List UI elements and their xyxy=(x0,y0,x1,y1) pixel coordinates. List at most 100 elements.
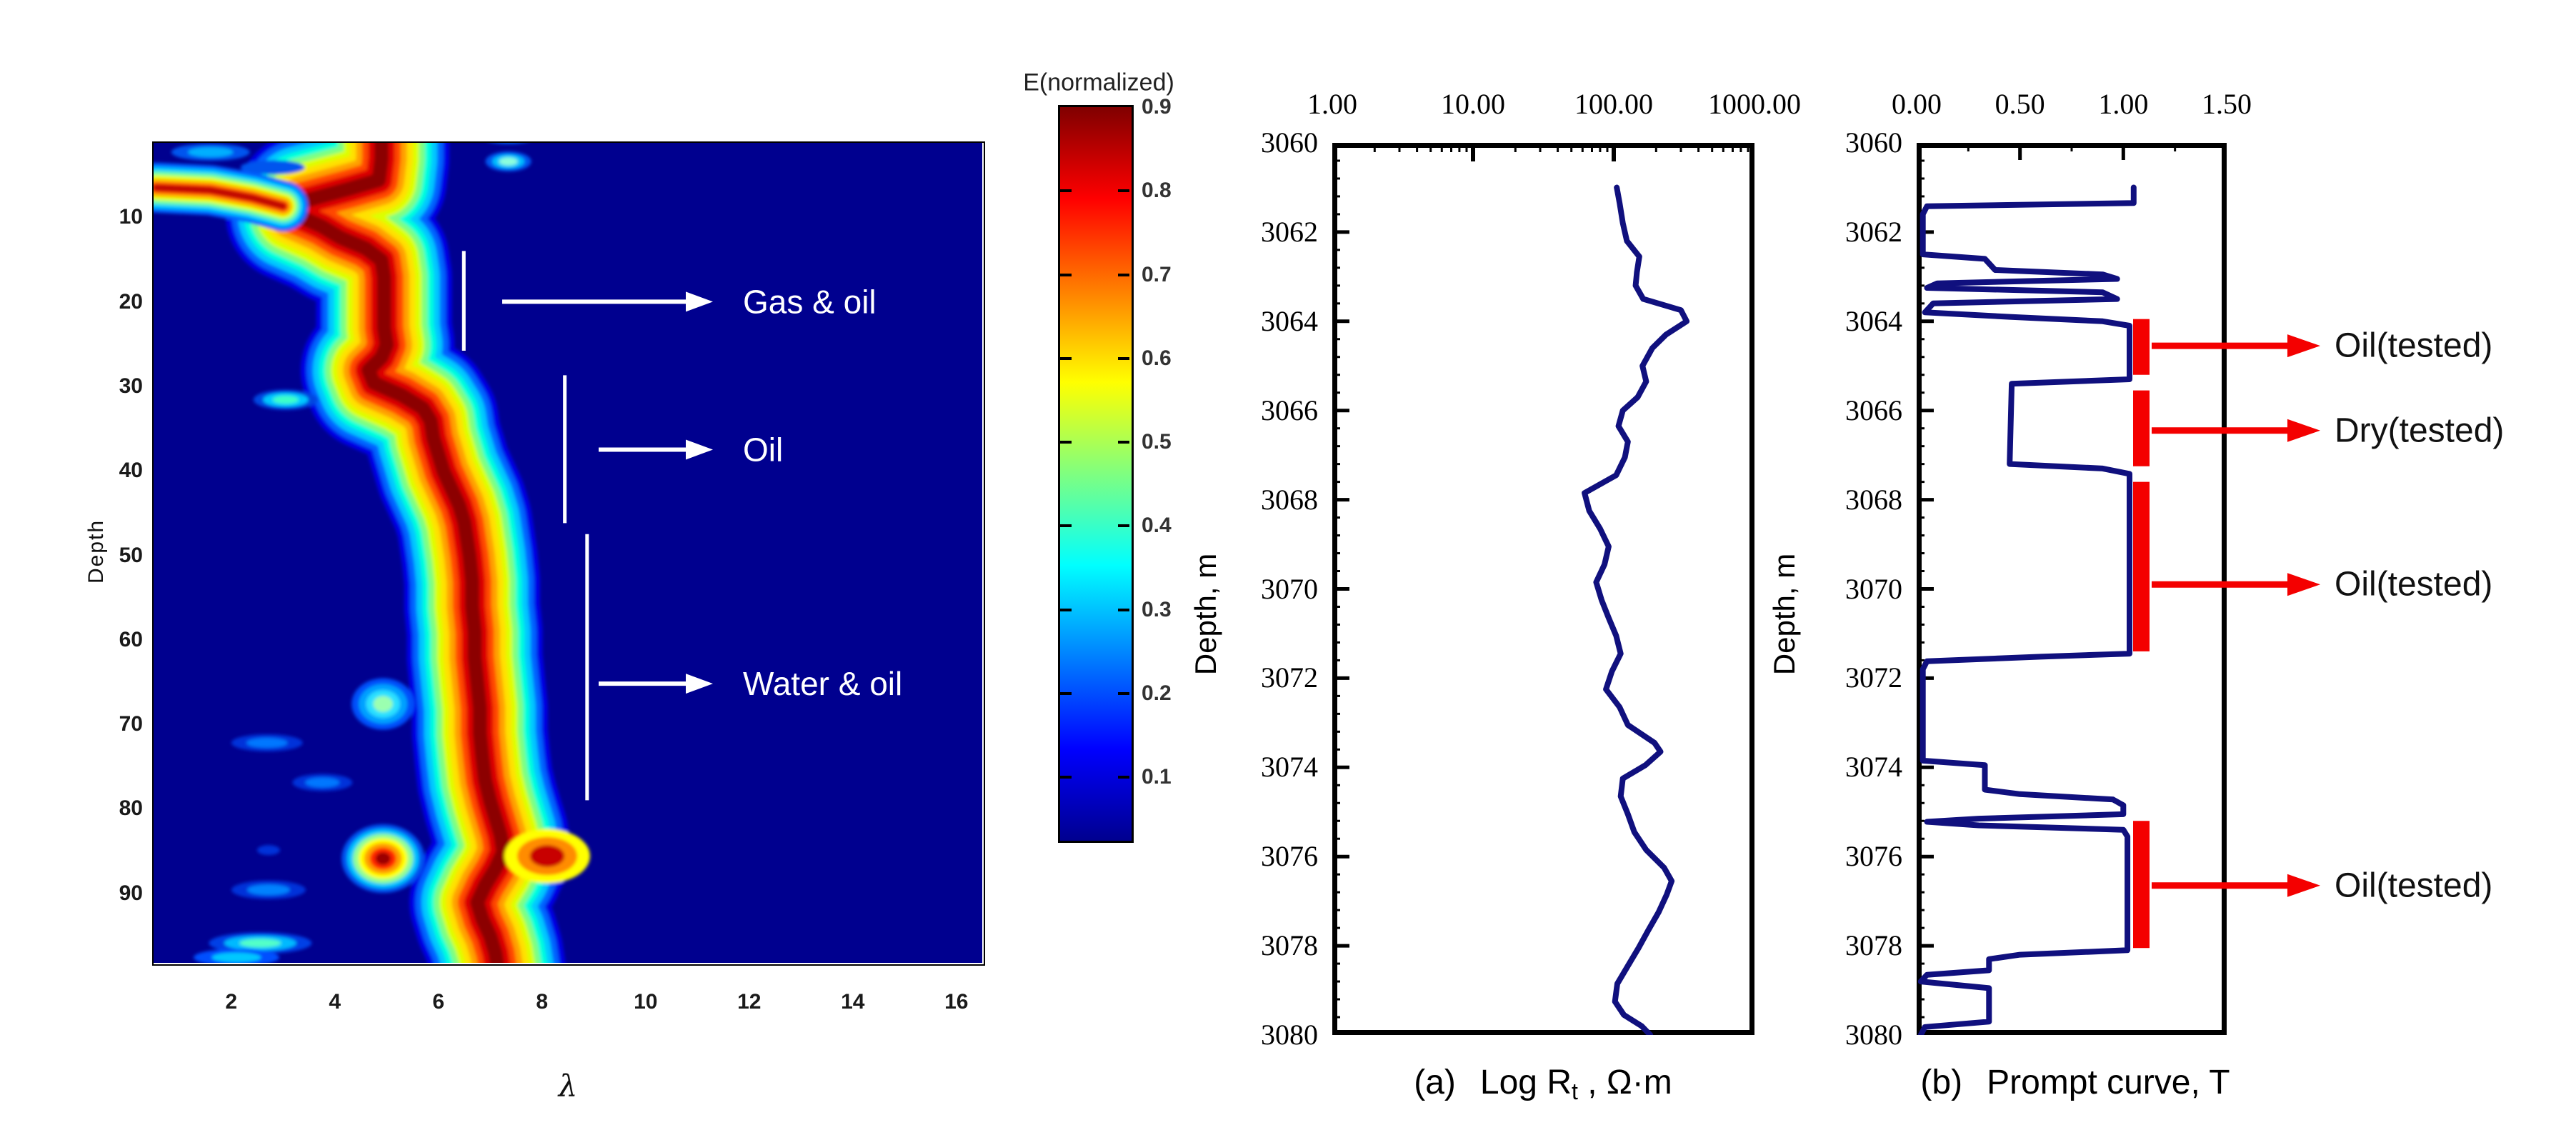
rt-y-tick-label: 3078 xyxy=(1261,929,1318,962)
tested-arrow-head xyxy=(2287,874,2320,897)
prompt-x-tick-label: 0.50 xyxy=(1995,88,2045,120)
colorbar-tick-label: 0.5 xyxy=(1142,430,1172,454)
heatmap-y-tick: 70 xyxy=(119,712,143,736)
prompt-curve-chart xyxy=(1917,143,2177,1035)
colorbar-tick-label: 0.1 xyxy=(1142,765,1172,789)
prompt-y-tick-label: 3066 xyxy=(1845,394,1902,426)
tested-interval-label: Dry(tested) xyxy=(2335,411,2505,450)
colorbar-tick-mark xyxy=(1060,608,1072,611)
heatmap-y-tick: 80 xyxy=(119,796,143,821)
tested-interval-bar xyxy=(2133,319,2150,375)
heatmap-y-tick: 40 xyxy=(119,459,143,483)
colorbar-tick-mark xyxy=(1118,441,1129,444)
prompt-y-tick-label: 3060 xyxy=(1845,126,1902,159)
rt-x-tick-label: 1000.00 xyxy=(1708,88,1801,120)
colorbar-tick-mark xyxy=(1118,524,1129,528)
colorbar-tick-label: 0.7 xyxy=(1142,262,1172,286)
prompt-y-tick-label: 3074 xyxy=(1845,751,1902,784)
rt-y-axis-label: Depth, m xyxy=(1189,553,1222,676)
rt-log-chart xyxy=(1332,143,1754,1035)
heatmap-x-tick: 6 xyxy=(432,990,445,1014)
tested-interval-label: Oil(tested) xyxy=(2335,565,2493,604)
prompt-y-tick-label: 3080 xyxy=(1845,1019,1902,1051)
rt-caption: (a) Log Rt , Ω·m xyxy=(1414,1063,1672,1105)
heatmap-y-tick: 10 xyxy=(119,205,143,229)
rt-plot-border xyxy=(1332,143,1754,1035)
heatmap-y-tick: 30 xyxy=(119,374,143,398)
colorbar-tick-mark xyxy=(1060,776,1072,779)
prompt-caption-index: (b) xyxy=(1920,1064,1963,1101)
tested-arrow-head xyxy=(2287,573,2320,596)
heatmap-contour-bands xyxy=(154,143,590,963)
prompt-y-tick-label: 3078 xyxy=(1845,929,1902,962)
annotation-arrow-head xyxy=(686,291,713,312)
colorbar-tick-mark xyxy=(1118,608,1129,611)
heatmap-annotations: Gas & oil Oil Water & oil xyxy=(461,251,902,801)
prompt-x-tick-label: 0.00 xyxy=(1892,88,1942,120)
colorbar-tick-mark xyxy=(1118,356,1129,360)
prompt-y-tick-label: 3072 xyxy=(1845,661,1902,694)
heatmap-y-tick: 60 xyxy=(119,627,143,651)
rt-x-tick-label: 1.00 xyxy=(1307,88,1357,120)
heatmap-x-tick: 16 xyxy=(944,990,969,1014)
rt-caption-units: , Ω·m xyxy=(1577,1064,1672,1101)
colorbar-tick-mark xyxy=(1060,189,1072,193)
prompt-x-tick-label: 1.00 xyxy=(2098,88,2149,120)
annotation-arrow-head xyxy=(686,674,713,694)
rt-y-tick-label: 3074 xyxy=(1261,751,1318,784)
heatmap-y-axis-label: Depth xyxy=(84,519,108,584)
heatmap-x-tick: 2 xyxy=(225,990,238,1014)
rt-y-tick-label: 3062 xyxy=(1261,215,1318,248)
rt-y-tick-label: 3070 xyxy=(1261,572,1318,605)
colorbar-tick-mark xyxy=(1060,356,1072,360)
rt-y-tick-label: 3066 xyxy=(1261,394,1318,426)
heatmap-x-tick: 12 xyxy=(737,990,762,1014)
annotation-label: Oil xyxy=(743,431,783,468)
colorbar-title: E(normalized) xyxy=(1023,69,1174,96)
colorbar-tick-mark xyxy=(1060,273,1072,276)
rt-x-tick-label: 100.00 xyxy=(1574,88,1653,120)
colorbar-tick-label: 0.9 xyxy=(1142,95,1172,119)
heatmap-x-axis-label: λ xyxy=(558,1068,578,1104)
rt-y-tick-label: 3060 xyxy=(1261,126,1318,159)
colorbar-tick-label: 0.8 xyxy=(1142,179,1172,203)
heatmap-x-tick: 8 xyxy=(536,990,549,1014)
tested-arrow-head xyxy=(2287,419,2320,442)
prompt-y-tick-label: 3062 xyxy=(1845,215,1902,248)
tested-interval-bar xyxy=(2133,390,2150,466)
heatmap-y-tick: 90 xyxy=(119,881,143,905)
annotation-label: Gas & oil xyxy=(743,283,877,320)
rt-curve xyxy=(1582,184,1690,1035)
colorbar-tick-mark xyxy=(1118,189,1129,193)
tested-interval-bar xyxy=(2133,821,2150,949)
rt-caption-text: Log R xyxy=(1479,1064,1572,1101)
prompt-curve xyxy=(1917,184,2137,1035)
colorbar-tick-label: 0.4 xyxy=(1142,514,1172,538)
prompt-caption: (b) Prompt curve, T xyxy=(1920,1063,2230,1102)
colorbar-tick-label: 0.3 xyxy=(1142,597,1172,621)
lambda-heatmap: Gas & oil Oil Water & oil xyxy=(154,143,982,963)
rt-caption-index: (a) xyxy=(1414,1064,1456,1101)
rt-x-tick-label: 10.00 xyxy=(1441,88,1505,120)
tested-arrow-head xyxy=(2287,334,2320,358)
colorbar-tick-mark xyxy=(1060,691,1072,695)
colorbar-tick-mark xyxy=(1118,691,1129,695)
tested-interval-label: Oil(tested) xyxy=(2335,866,2493,905)
heatmap-x-tick: 10 xyxy=(634,990,658,1014)
tested-interval-bar xyxy=(2133,481,2150,651)
heatmap-x-tick: 14 xyxy=(841,990,865,1014)
prompt-y-tick-label: 3070 xyxy=(1845,572,1902,605)
rt-y-tick-label: 3076 xyxy=(1261,840,1318,873)
rt-caption-subscript: t xyxy=(1572,1079,1578,1104)
heatmap-y-tick: 20 xyxy=(119,289,143,314)
prompt-caption-text: Prompt curve, T xyxy=(1987,1064,2230,1101)
colorbar-tick-label: 0.2 xyxy=(1142,681,1172,705)
prompt-y-tick-label: 3068 xyxy=(1845,483,1902,516)
prompt-x-tick-label: 1.50 xyxy=(2201,88,2252,120)
rt-y-tick-label: 3064 xyxy=(1261,304,1318,337)
prompt-y-tick-label: 3076 xyxy=(1845,840,1902,873)
rt-y-tick-label: 3068 xyxy=(1261,483,1318,516)
annotation-label: Water & oil xyxy=(743,665,902,702)
prompt-y-tick-label: 3064 xyxy=(1845,304,1902,337)
